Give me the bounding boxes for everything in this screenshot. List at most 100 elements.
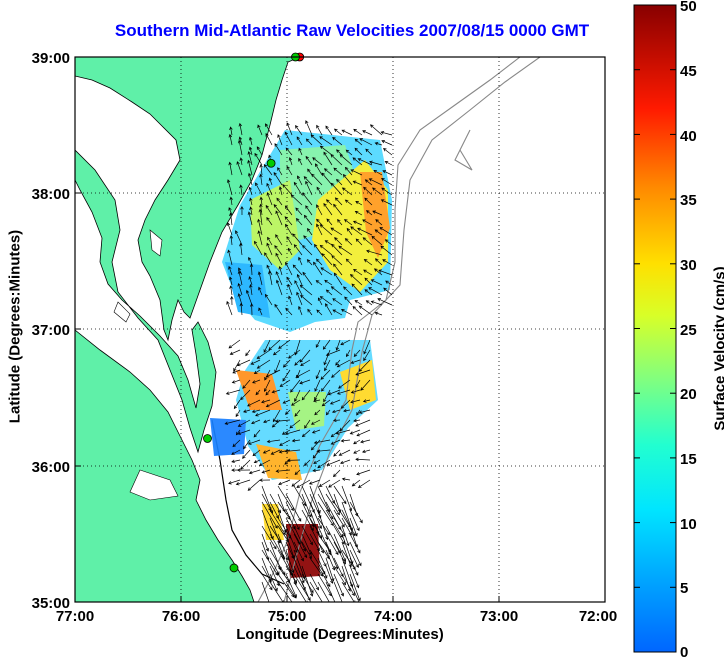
station-delmarva-marker (266, 158, 276, 168)
velocity-vector (269, 581, 285, 602)
velocity-vector (345, 149, 353, 156)
velocity-vector (284, 459, 291, 465)
velocity-vector (282, 184, 293, 196)
velocity-vector (341, 517, 352, 536)
velocity-vector (249, 303, 254, 316)
velocity-vector (354, 210, 363, 216)
velocity-vector (323, 389, 331, 403)
velocity-vector (324, 359, 331, 372)
velocity-vector (261, 399, 271, 404)
velocity-vector (278, 449, 291, 454)
velocity-vector (313, 261, 323, 276)
velocity-vector (349, 557, 359, 576)
velocity-vector (317, 493, 334, 520)
velocity-vector (231, 379, 241, 384)
map-grid (75, 57, 605, 602)
velocity-vector (309, 501, 322, 530)
velocity-vector (292, 264, 303, 276)
velocity-vector (383, 148, 393, 156)
colorbar (633, 4, 677, 653)
velocity-vector (321, 399, 331, 407)
velocity-vector (313, 459, 321, 464)
velocity-vector (263, 419, 271, 424)
y-axis-label: Latitude (Degrees:Minutes) (6, 229, 24, 424)
velocity-vector (272, 409, 281, 423)
velocity-vector (311, 173, 323, 186)
velocity-vector (333, 272, 343, 286)
velocity-vector (341, 485, 353, 512)
velocity-vector (363, 259, 373, 266)
y-tick-label: 37:00 (32, 322, 70, 339)
velocity-vector (341, 573, 355, 597)
velocity-vector (224, 419, 241, 425)
velocity-vector (307, 228, 313, 236)
velocity-vector (356, 429, 371, 437)
velocity-vector (349, 429, 361, 435)
velocity-vector (323, 168, 333, 176)
velocity-vector (381, 139, 393, 146)
velocity-vector (304, 419, 311, 429)
velocity-vector (323, 202, 333, 216)
velocity-vector (341, 477, 351, 481)
velocity-vector (374, 268, 383, 276)
velocity-vector (369, 160, 383, 166)
velocity-vector (257, 218, 263, 236)
velocity-vector (265, 389, 271, 396)
velocity-vector (341, 187, 353, 196)
velocity-vector (265, 399, 281, 408)
velocity-vector (231, 449, 241, 455)
velocity-vector (299, 349, 311, 363)
velocity-vector (249, 206, 253, 216)
velocity-vector (303, 235, 313, 246)
velocity-vector (264, 252, 273, 266)
velocity-vector (303, 214, 313, 226)
velocity-vector (278, 479, 291, 486)
velocity-vector (238, 267, 243, 276)
velocity-vector (258, 459, 271, 466)
land-chesapeake-islands (113, 229, 179, 501)
velocity-vector (353, 349, 361, 357)
velocity-vector (301, 573, 314, 594)
velocity-vector (346, 349, 351, 358)
velocity-vector (229, 126, 233, 136)
velocity-vector (228, 276, 233, 286)
velocity-vector (295, 218, 303, 226)
velocity-vector (259, 478, 271, 482)
velocity-vector (316, 218, 323, 226)
x-tick-label: 76:00 (162, 608, 200, 625)
velocity-vector (261, 525, 277, 550)
velocity-vector (305, 138, 313, 146)
velocity-vector (257, 124, 263, 136)
velocity-vector (274, 245, 283, 256)
velocity-vector (286, 122, 293, 136)
velocity-vector (315, 339, 321, 348)
velocity-vector (333, 509, 345, 528)
velocity-vector (323, 151, 333, 166)
velocity-vector (358, 409, 371, 414)
velocity-vector (237, 139, 243, 156)
velocity-vector (301, 541, 312, 559)
velocity-vector (284, 205, 293, 216)
velocity-vector (294, 280, 303, 296)
velocity-vector (381, 187, 393, 196)
velocity-vector (275, 271, 283, 286)
velocity-vector (382, 170, 393, 176)
velocity-vector (305, 120, 313, 136)
velocity-vector (247, 172, 253, 186)
velocity-vector (317, 581, 330, 602)
velocity-vector (373, 170, 383, 176)
velocity-vector (309, 525, 324, 554)
velocity-vector (317, 297, 323, 306)
velocity-vector (261, 581, 270, 602)
velocity-vector (298, 256, 303, 266)
velocity-vector (249, 284, 253, 296)
velocity-vector (350, 359, 361, 364)
velocity-vector (291, 479, 301, 487)
velocity-vector (247, 439, 261, 445)
velocity-vector (325, 541, 339, 570)
velocity-vector (256, 349, 271, 359)
velocity-vector (231, 459, 241, 464)
velocity-vector (325, 493, 340, 516)
colorbar-tick-label: 5 (680, 580, 688, 597)
